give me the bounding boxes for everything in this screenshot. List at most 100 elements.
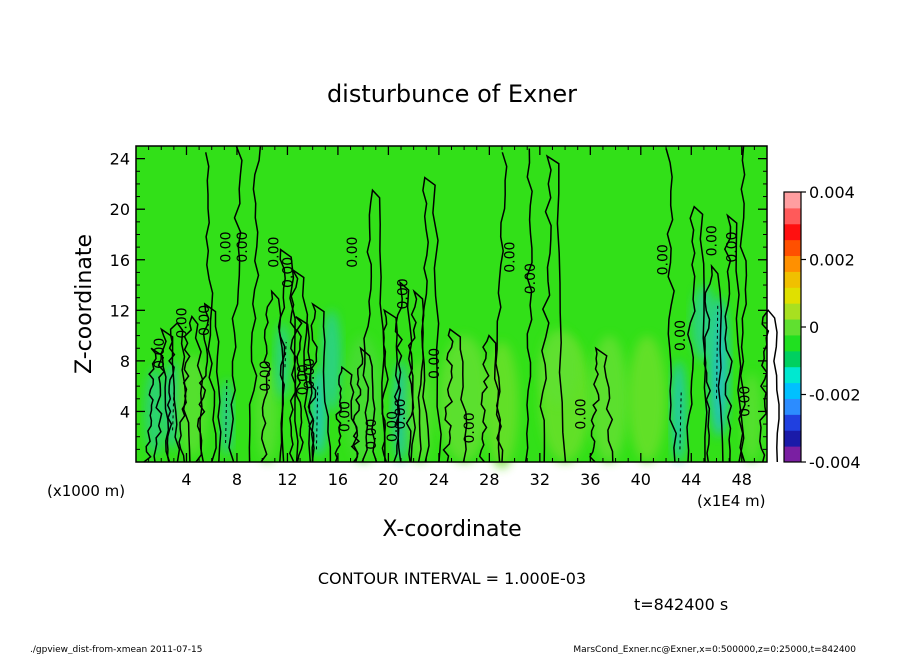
x-unit-right: (x1E4 m) [697,492,766,510]
contour-line [738,145,748,463]
colorbar-segment [784,398,801,415]
y-tick-label: 24 [110,150,130,169]
contour-label: 0.00 [427,348,443,379]
contour-label: 0.00 [462,412,478,443]
contour-label: 0.00 [523,263,539,294]
shading-blob [539,329,578,406]
y-axis-label: Z-coordinate [72,234,97,374]
contour-line [277,248,299,463]
colorbar-segment [784,287,801,304]
x-tick-label: 4 [181,470,191,489]
colorbar-tick-label: 0 [809,318,819,337]
contour-label: 0.00 [705,225,721,256]
contour-line [393,280,416,463]
contour-interval: CONTOUR INTERVAL = 1.000E-03 [318,569,586,588]
footer-left: ./gpview_dist-from-xmean 2011-07-15 [30,645,202,654]
contour-line [723,213,745,463]
contour-label: 0.00 [152,338,168,369]
contour-label: 0.00 [737,386,753,417]
contour-label: 0.00 [302,358,318,389]
contour-line [295,315,315,463]
colorbar-segment [784,192,801,209]
x-tick-label: 36 [580,470,600,489]
contour-label: 0.00 [573,398,589,429]
contour-line [228,145,243,463]
contour-line [334,365,359,463]
contour-line [143,347,171,463]
colorbar-tick-label: -0.002 [809,386,861,405]
contour-line [524,148,533,463]
shading-blob [671,360,687,462]
x-tick-label: 24 [429,470,449,489]
x-tick-label: 16 [328,470,348,489]
x-tick-label: 28 [479,470,499,489]
contour-line [686,205,708,463]
footer-right: MarsCond_Exner.nc@Exner,x=0:500000,z=0:2… [573,645,856,654]
contour-label: 0.00 [235,232,251,263]
contour-label: 0.00 [175,307,191,338]
colorbar-tick-label: -0.004 [809,453,861,472]
contour-labels: 0.000.00 0.000.00 0.000.000.000.000.000.00… [152,225,753,450]
contour-line [350,346,378,463]
y-tick-label: 12 [110,301,130,320]
contour-line [361,188,386,463]
x-tick-label: 44 [681,470,701,489]
y-tick-label: 20 [110,200,130,219]
field-shading [144,285,762,469]
colorbar-segment [784,271,801,288]
negative-contour [716,303,719,399]
x-tick-label: 32 [530,470,550,489]
contour-label: 0.00 [503,242,519,273]
negative-contour [225,379,228,444]
x-tick-label: 40 [631,470,651,489]
contour-label: 0.00 [337,401,353,432]
x-axis-ticks: 4 8 12 16 20 24 28 32 36 40 44 48 [148,146,755,489]
contour-label: 0.00 [655,244,671,275]
contour-label: 0.00 [267,237,283,268]
contour-line [248,145,262,463]
colorbar-segment [784,430,801,447]
colorbar-segment [784,382,801,399]
contour-line [195,302,222,463]
x-tick-label: 20 [378,470,398,489]
x-tick-label: 8 [232,470,242,489]
contour-line [417,176,442,463]
colorbar-tick-label: 0.004 [809,183,855,202]
shading-blob [485,341,519,469]
contour-label: 0.00 [673,320,689,351]
contour-line [495,152,508,463]
y-tick-label: 8 [120,352,130,371]
contour-line [308,302,332,463]
contour-line [166,321,191,463]
time-label: t=842400 s [634,595,728,614]
contour-line [260,289,285,463]
shading-blob [220,379,234,456]
shading-blob [741,373,762,463]
colorbar-segment [784,334,801,352]
contour-label: 0.00 [395,278,411,309]
contour-line [288,269,312,463]
contour-line [539,154,567,463]
colorbar [783,191,802,463]
contour-label: 0.00 [725,232,741,263]
contour-label: 0.00 [385,411,401,442]
negative-contour [315,386,319,450]
chart-title: disturbunce of Exner [327,80,577,108]
shading-blob [392,360,410,462]
contour-line [589,346,614,463]
x-unit-left: (x1000 m) [47,482,125,500]
colorbar-segment [784,303,801,320]
contour-label: 0.00 [364,419,380,450]
colorbar-segment [784,207,801,225]
contour-label: 0.00 [345,237,361,268]
y-tick-label: 16 [110,251,130,270]
contour-label: 0.00 [393,398,409,429]
contour-line [665,148,677,463]
colorbar-segment [784,239,801,257]
shading-blob [144,367,166,456]
contour-label: 0.00 [296,364,312,395]
colorbar-segment [784,366,801,384]
contour-label: 0.00 [197,305,213,336]
